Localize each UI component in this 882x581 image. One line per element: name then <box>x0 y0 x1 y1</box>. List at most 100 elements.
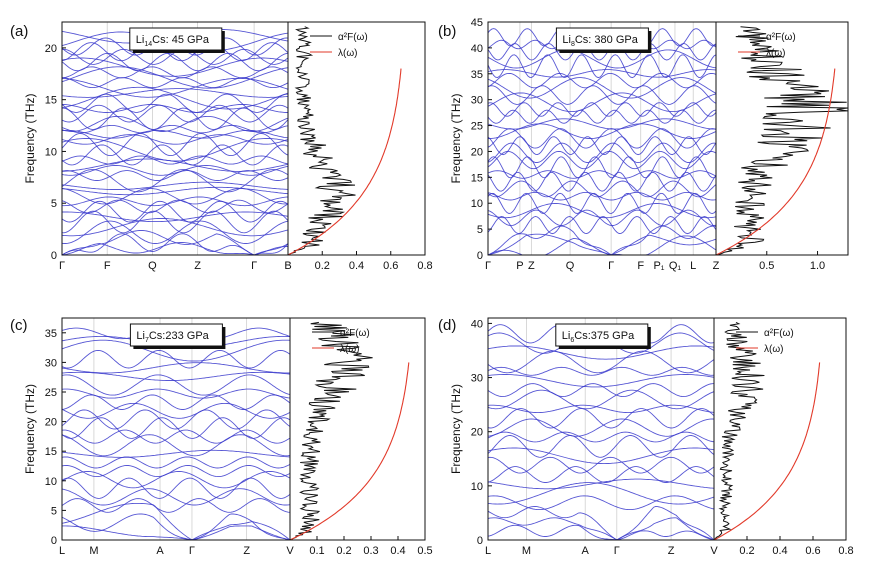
y-tick-label: 20 <box>471 146 483 158</box>
x-tick-label: 0.8 <box>417 260 432 272</box>
kpoint-label: Γ <box>608 260 614 272</box>
phonon-band <box>62 525 291 541</box>
phonon-band <box>61 104 289 123</box>
y-tick-label: 0 <box>51 250 57 262</box>
x-tick-label: 0.2 <box>315 260 330 272</box>
phonon-band <box>487 191 717 201</box>
phonon-band <box>61 394 291 410</box>
phonon-band <box>61 429 291 444</box>
kpoint-label: P <box>516 260 523 272</box>
phonon-band <box>487 156 717 179</box>
y-tick-label: 15 <box>471 172 483 184</box>
phonon-band <box>487 72 717 89</box>
phonon-band <box>487 192 717 214</box>
phonon-band <box>62 158 289 172</box>
phonon-band <box>61 402 291 419</box>
y-tick-label: 20 <box>45 417 57 429</box>
title-rest: Cs: 45 GPa <box>152 34 210 46</box>
phonon-band <box>61 362 290 374</box>
phonon-band <box>487 517 715 541</box>
kpoint-label: B <box>284 260 291 272</box>
kpoint-label: A <box>156 545 164 557</box>
title-box <box>555 323 649 347</box>
phonon-band <box>61 456 291 469</box>
phonon-band <box>61 186 289 196</box>
panel-title: Li8Cs: 380 GPa <box>562 34 638 48</box>
panel-d: (d) 0 10 20 30 40 L M A Γ Z V 0.2 0.4 0.6 0.8 Frequency … <box>438 317 854 557</box>
phonon-band <box>61 465 291 478</box>
y-tick-label: 35 <box>471 69 483 81</box>
kpoint-label: M <box>89 545 98 557</box>
phonon-band <box>487 482 715 505</box>
eliashberg-frame <box>715 21 849 256</box>
y-tick-label: 25 <box>45 387 57 399</box>
y-tick-label: 40 <box>471 318 483 330</box>
phonon-band <box>61 133 289 157</box>
kpoint-label: Z <box>194 260 201 272</box>
phonon-band <box>487 171 717 192</box>
x-tick-label: 0.6 <box>383 260 398 272</box>
phonon-band <box>61 498 291 513</box>
panel-a: (a) 0 5 10 15 20 Γ F Q Z Γ B 0.2 0.4 0.6 0.8 Frequency (… <box>10 21 433 272</box>
phonon-band <box>61 388 291 399</box>
y-tick-label: 5 <box>51 505 57 517</box>
title-rest: Cs:375 GPa <box>574 330 635 342</box>
eliashberg-frame <box>289 317 426 541</box>
phonon-band <box>61 199 289 214</box>
phonon-band <box>61 471 291 489</box>
phonon-band <box>61 242 288 256</box>
phonon-band <box>61 115 289 132</box>
phonon-band <box>487 524 715 541</box>
legend-lambda-label: λ(ω) <box>340 344 359 355</box>
title-main: Li <box>562 34 571 46</box>
phonon-band <box>61 434 291 457</box>
phonon-band <box>487 374 715 388</box>
x-tick-label: 0.2 <box>336 545 351 557</box>
phonon-band <box>487 418 715 437</box>
phonon-band <box>487 92 717 113</box>
y-axis-label: Frequency (THz) <box>23 93 37 183</box>
kpoint-label: A <box>582 545 590 557</box>
phonon-band <box>487 404 715 414</box>
phonon-band <box>487 435 715 458</box>
phonon-band <box>487 389 715 410</box>
phonon-band <box>61 371 291 381</box>
phonon-band <box>61 124 289 134</box>
phonon-band <box>487 447 715 465</box>
phonon-band <box>61 169 289 193</box>
y-tick-label: 5 <box>477 224 483 236</box>
y-tick-label: 15 <box>45 446 57 458</box>
kpoint-label: V <box>710 545 718 557</box>
phonon-band <box>61 218 289 237</box>
title-main: Li <box>136 330 145 342</box>
x-tick-label: 1.0 <box>810 260 825 272</box>
phonon-band <box>487 77 717 99</box>
title-subscript: 8 <box>571 41 575 48</box>
phonon-band <box>487 216 717 235</box>
phonon-band <box>61 488 291 506</box>
phonon-band <box>61 229 289 256</box>
phonon-band <box>487 209 717 227</box>
phonon-band <box>487 466 715 483</box>
phonon-band <box>488 123 717 139</box>
x-tick-label: 0.8 <box>838 545 853 557</box>
phonon-band <box>487 225 717 256</box>
phonon-bands <box>61 327 291 541</box>
kpoint-label: L <box>690 260 696 272</box>
y-tick-label: 0 <box>51 535 57 547</box>
y-tick-label: 35 <box>45 328 57 340</box>
phonon-bands <box>487 324 715 541</box>
phonon-bands <box>487 28 717 256</box>
phonon-band <box>61 417 291 439</box>
phonon-band <box>61 210 289 234</box>
kpoint-label: P₁ <box>653 260 664 272</box>
kpoint-label: Z <box>528 260 535 272</box>
title-subscript: 7 <box>145 337 149 344</box>
phonon-band <box>61 165 289 176</box>
y-axis-label: Frequency (THz) <box>449 93 463 183</box>
alpha2F-curve <box>715 26 849 256</box>
y-tick-label: 0 <box>477 535 483 547</box>
x-tick-label: 0.6 <box>805 545 820 557</box>
